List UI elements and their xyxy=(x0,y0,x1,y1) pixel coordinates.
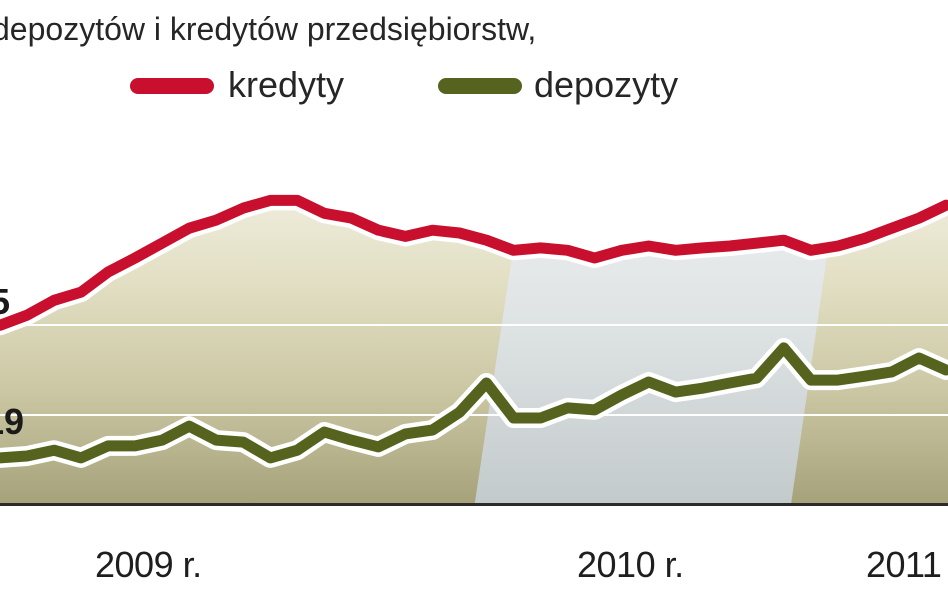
x-tick-label-2010: 2010 r. xyxy=(577,544,684,585)
chart-title: depozytów i kredytów przedsiębiorstw, xyxy=(0,11,537,47)
legend-swatch-depozyty xyxy=(438,78,522,94)
legend-label-kredyty: kredyty xyxy=(228,64,345,105)
x-tick-label-2009: 2009 r. xyxy=(95,544,202,585)
gridline xyxy=(0,324,948,326)
start-value-label-kredyty: 5 xyxy=(0,281,11,322)
gridline xyxy=(0,414,948,416)
legend-label-depozyty: depozyty xyxy=(534,64,679,105)
start-value-label-depozyty: 19 xyxy=(0,401,25,442)
kredyty-line xyxy=(0,194,948,331)
x-tick-label-2011: 2011 xyxy=(866,544,942,585)
highlight-band-2010 xyxy=(474,200,841,505)
depozyty-line xyxy=(0,342,948,464)
x-axis-line xyxy=(0,503,948,506)
legend-swatch-kredyty xyxy=(130,78,214,94)
